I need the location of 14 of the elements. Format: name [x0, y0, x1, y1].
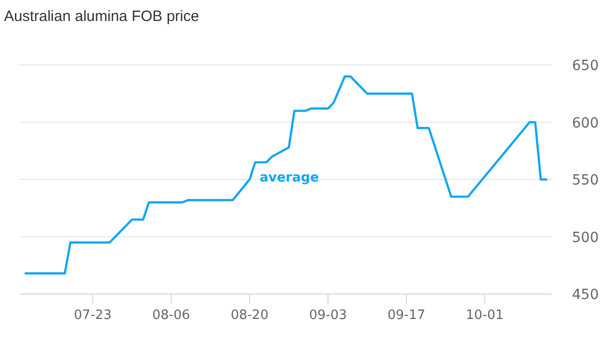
y-tick-label: 500 — [572, 230, 599, 246]
line-series — [24, 75, 548, 274]
x-tick-label: 08-20 — [230, 308, 268, 323]
x-tick-label: 09-03 — [309, 308, 347, 323]
y-tick-label: 650 — [572, 58, 599, 74]
y-tick-label: 450 — [572, 287, 599, 303]
y-tick-label: 550 — [572, 172, 599, 188]
x-tick-label: 10-01 — [466, 308, 504, 323]
x-tick-label: 07-23 — [74, 308, 112, 323]
x-tick-label: 09-17 — [388, 308, 426, 323]
x-tick-label: 08-06 — [152, 308, 190, 323]
y-tick-label: 600 — [572, 115, 599, 132]
series-label: average — [260, 170, 320, 186]
chart-title: Australian alumina FOB price — [4, 8, 200, 25]
